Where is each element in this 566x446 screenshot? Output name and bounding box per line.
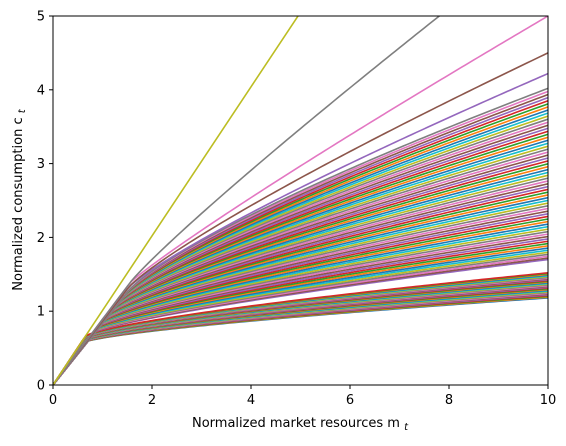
- x-tick-label: 0: [49, 393, 57, 408]
- y-tick-label: 4: [37, 83, 45, 98]
- x-tick-label: 4: [247, 393, 255, 408]
- series-line-outlier: [53, 52, 548, 385]
- x-tick-label: 2: [148, 393, 156, 408]
- series-line: [53, 87, 548, 385]
- x-axis-ticks: 0 2 4 6 8 10: [49, 385, 556, 408]
- y-axis-label: Normalized consumption c t: [11, 108, 28, 290]
- y-tick-label: 1: [37, 305, 45, 320]
- series-layer: [53, 16, 548, 385]
- x-tick-label: 10: [540, 393, 557, 408]
- series-line-outlier: [53, 16, 441, 385]
- y-tick-label: 5: [37, 10, 45, 25]
- series-line: [53, 272, 548, 385]
- series-line-outlier: [53, 16, 299, 385]
- y-tick-label: 2: [37, 231, 45, 246]
- x-tick-label: 8: [445, 393, 453, 408]
- x-axis-label-subscript: t: [404, 422, 409, 433]
- y-axis-label-subscript: t: [17, 108, 28, 113]
- x-axis-label: Normalized market resources m t: [192, 416, 409, 433]
- y-tick-label: 3: [37, 157, 45, 172]
- y-axis-ticks: 0 1 2 3 4 5: [37, 10, 53, 394]
- plot-frame: [52, 15, 549, 386]
- y-tick-label: 0: [37, 379, 45, 394]
- x-tick-label: 6: [346, 393, 354, 408]
- series-line-outlier: [53, 16, 548, 385]
